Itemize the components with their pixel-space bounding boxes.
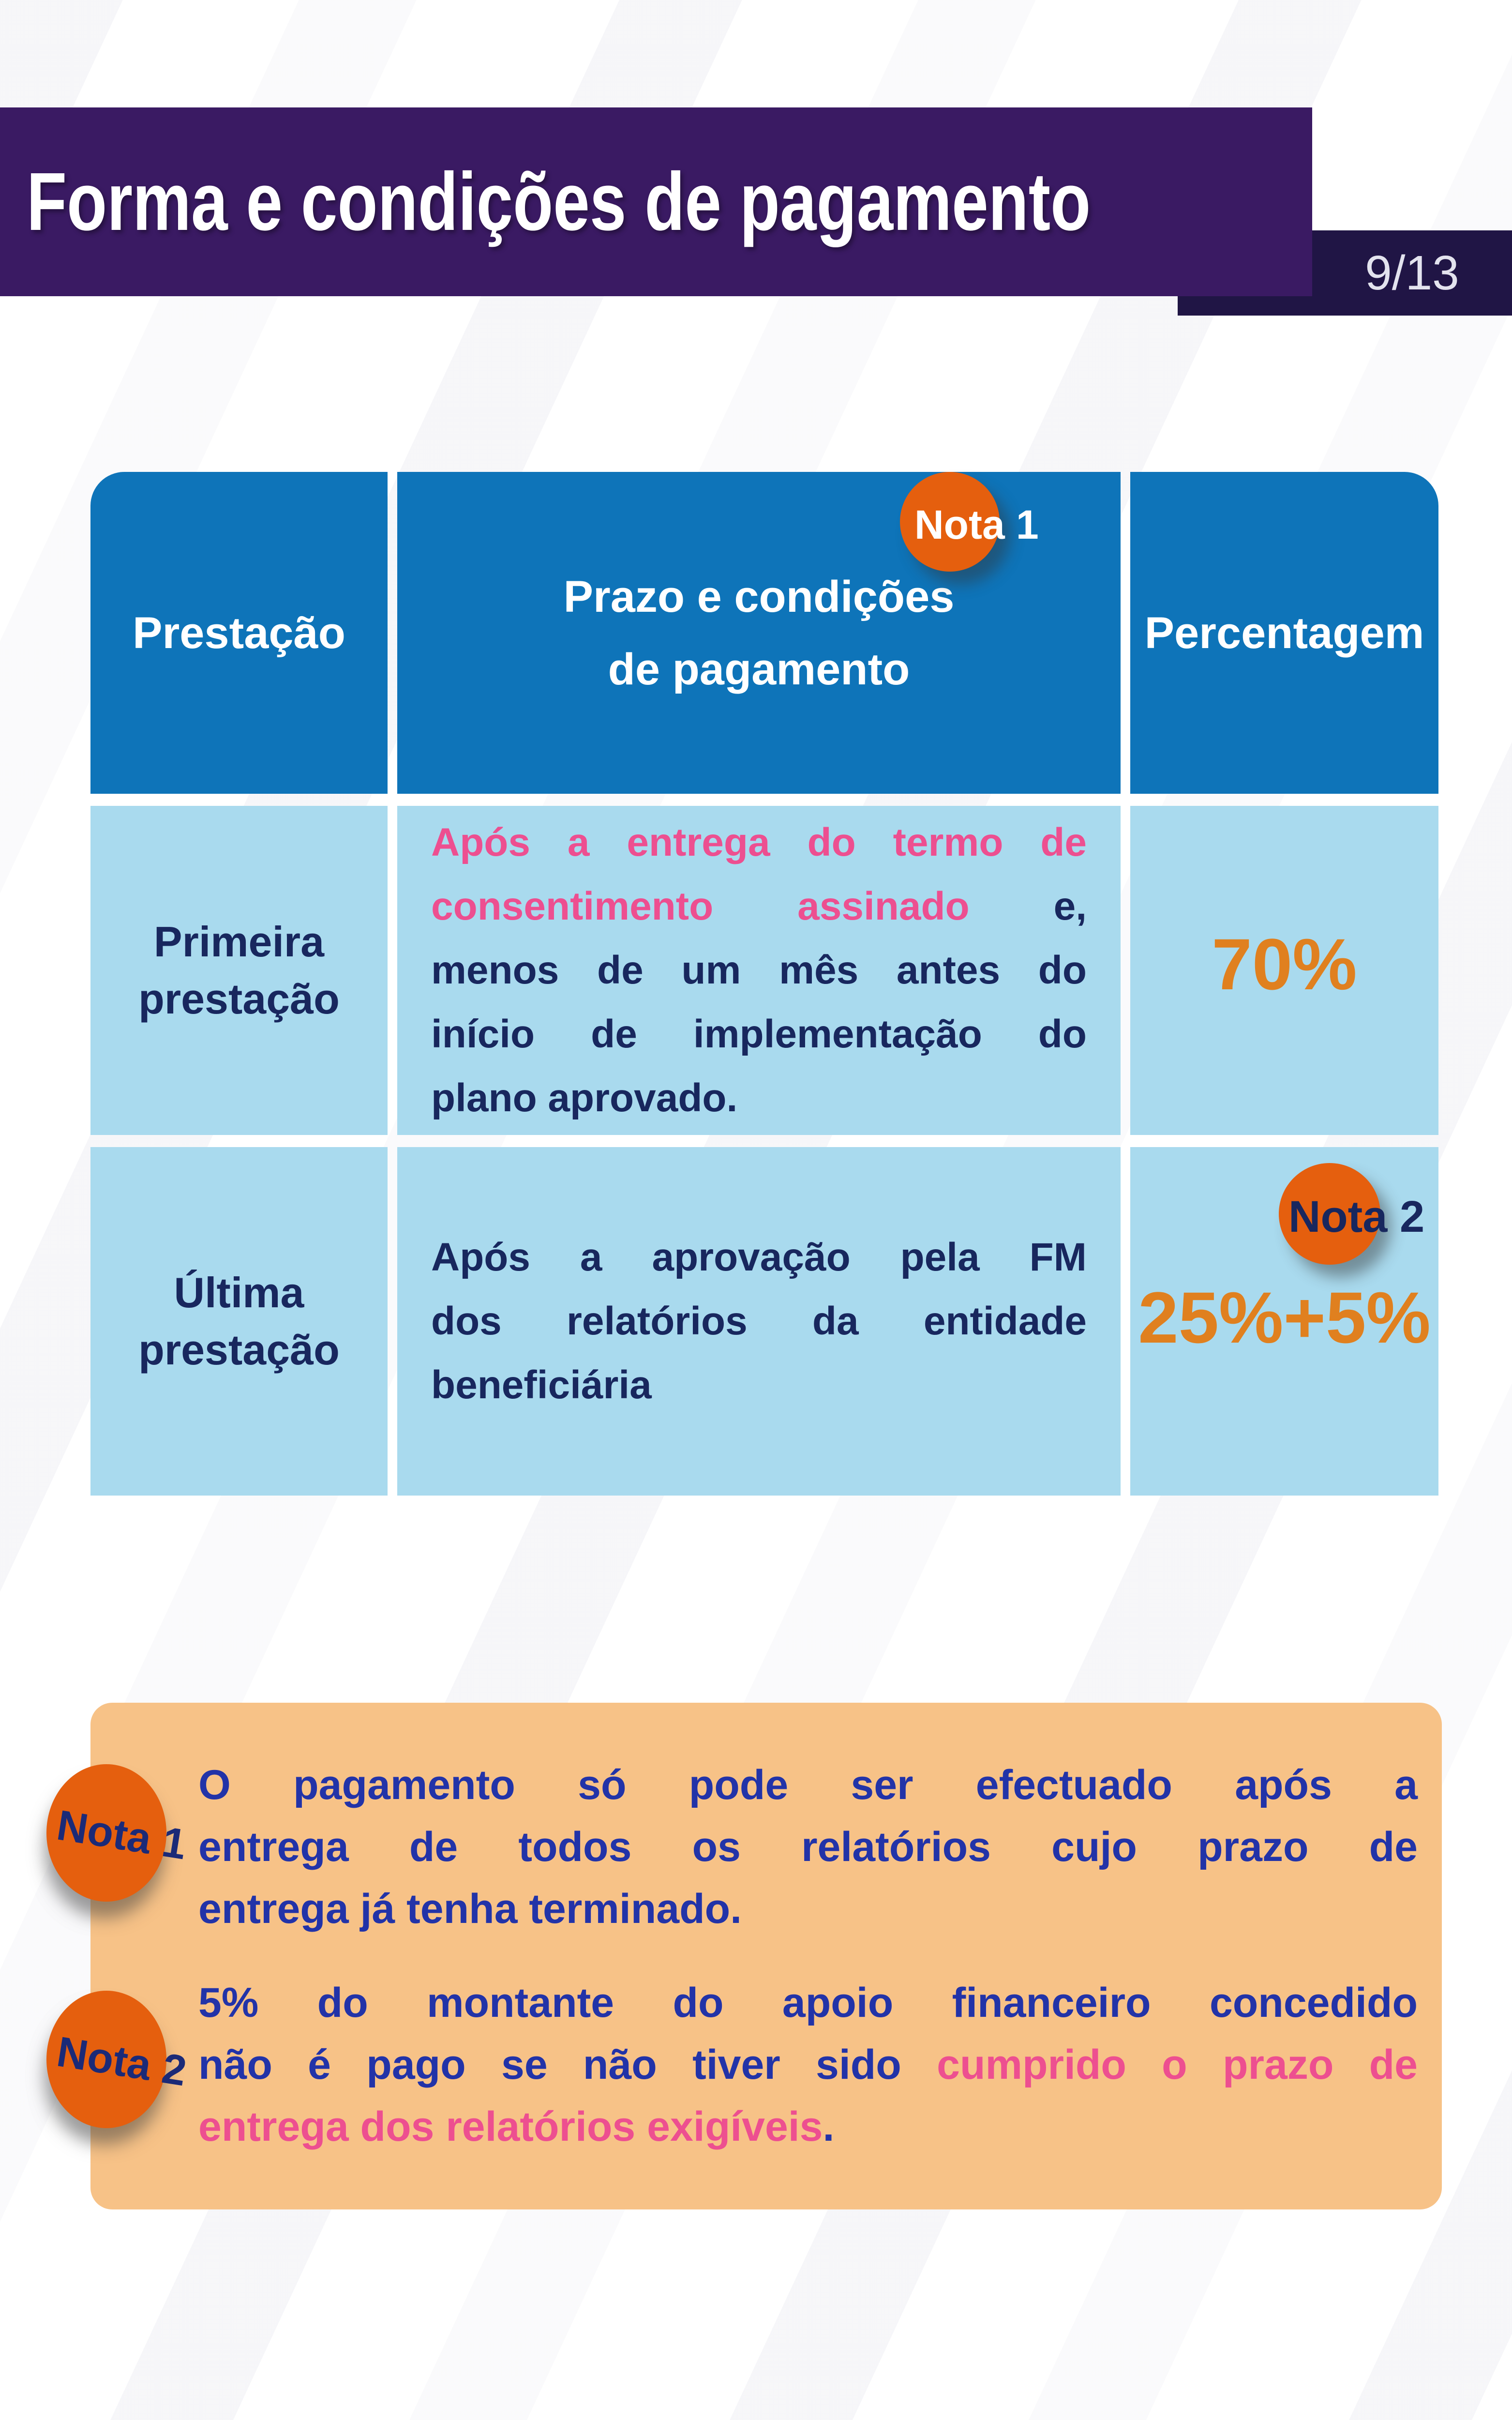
column-header-prazo-condicoes: Prazo e condições de pagamento bbox=[397, 472, 1121, 794]
footnote1-badge-circle bbox=[46, 1764, 166, 1902]
row1-percentage: 70% bbox=[1212, 923, 1357, 1005]
column-header-percentagem: Percentagem bbox=[1130, 472, 1438, 794]
column-header-prestacao: Prestação bbox=[90, 472, 388, 794]
table-row2-conditions: Após a aprovação pela FM dos relatórios … bbox=[397, 1147, 1121, 1496]
note1-badge-label: Nota 1 bbox=[914, 502, 1039, 547]
title-banner: Forma e condições de pagamento bbox=[0, 107, 1312, 296]
note2-badge-circle bbox=[1279, 1163, 1380, 1265]
table-row1-conditions: Após a entrega do termo de consentimento… bbox=[397, 806, 1121, 1135]
note2-badge-label: Nota 2 bbox=[1288, 1192, 1425, 1241]
program-title-chinese: 2025年學術項目資助計劃 bbox=[0, 2418, 1512, 2420]
footnote2-badge-circle bbox=[46, 1991, 166, 2128]
table-row1-percentage-cell bbox=[1130, 806, 1438, 1135]
table-row2-installment: Última prestação bbox=[90, 1147, 388, 1496]
page-number: 9/13 bbox=[1365, 246, 1459, 300]
page-title: Forma e condições de pagamento bbox=[27, 156, 1091, 248]
footnote2-text: 5% do montante do apoio financeiro conce… bbox=[198, 1980, 1418, 2150]
note1-badge-circle bbox=[900, 472, 1000, 572]
footnote1-text: O pagamento só pode ser efectuado após a… bbox=[198, 1762, 1418, 1932]
table-row1-installment: Primeira prestação bbox=[90, 806, 388, 1135]
notes-box bbox=[90, 1703, 1442, 2209]
row2-percentage: 25%+5% bbox=[1138, 1277, 1431, 1358]
